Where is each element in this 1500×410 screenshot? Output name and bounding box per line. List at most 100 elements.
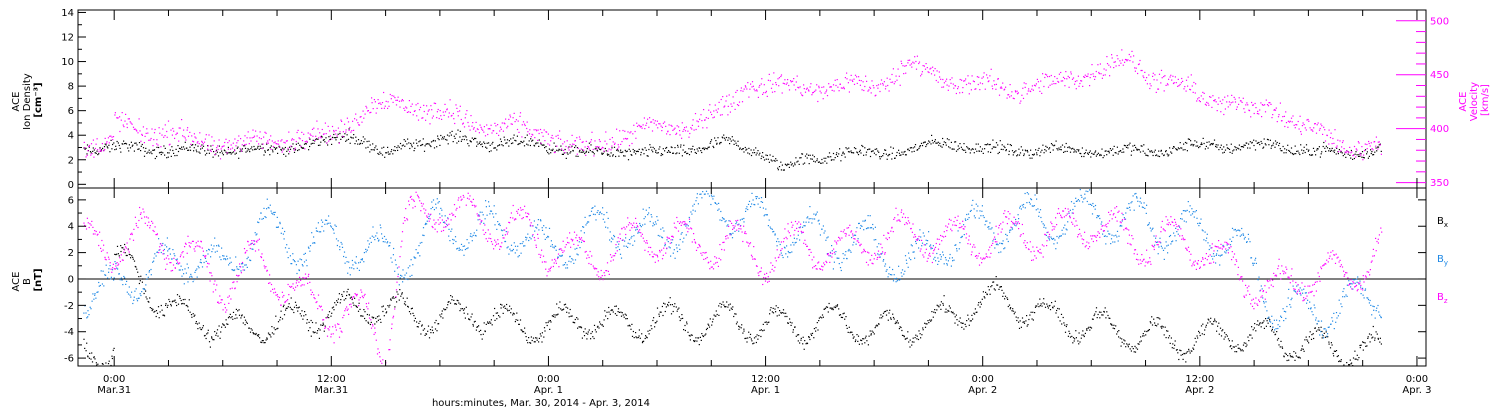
density-point <box>571 145 573 147</box>
density-point <box>445 138 447 141</box>
Bx-point <box>510 312 512 314</box>
density-point <box>528 140 530 142</box>
density-point <box>1011 150 1014 152</box>
density-point <box>1140 145 1142 147</box>
velocity-point <box>398 100 400 102</box>
velocity-point <box>815 89 817 91</box>
Bx-point <box>1339 360 1341 362</box>
density-point <box>704 147 706 149</box>
Bx-point <box>1268 317 1270 319</box>
By-point <box>627 242 629 244</box>
Bx-point <box>1328 341 1330 343</box>
density-point <box>1253 139 1255 141</box>
density-point <box>710 139 713 141</box>
velocity-point <box>604 140 606 142</box>
By-point <box>302 265 304 267</box>
Bx-point <box>1123 339 1125 341</box>
density-point <box>758 154 760 156</box>
velocity-point <box>693 129 695 131</box>
Bx-point <box>1210 317 1212 319</box>
density-point <box>625 151 627 153</box>
Bx-point <box>292 309 294 311</box>
density-point <box>458 140 460 142</box>
density-point <box>433 147 436 149</box>
top-panel-frame <box>77 9 1427 189</box>
By-point <box>494 224 496 226</box>
velocity-point <box>716 111 718 113</box>
density-point <box>252 149 254 151</box>
density-point <box>624 155 626 157</box>
Bx-point <box>661 305 663 308</box>
By-point <box>179 269 181 271</box>
density-point <box>1181 147 1183 149</box>
By-point <box>297 260 299 262</box>
Bx-point <box>1078 343 1080 345</box>
velocity-point <box>733 102 735 104</box>
velocity-point <box>1189 88 1191 90</box>
Bx-point <box>917 338 920 341</box>
density-point <box>659 146 661 148</box>
Bx-point <box>686 321 688 323</box>
velocity-point <box>695 128 697 131</box>
By-point <box>550 245 552 247</box>
Bx-point <box>538 337 540 339</box>
Bx-point <box>546 324 548 327</box>
velocity-point <box>1124 58 1127 61</box>
Bx-point <box>857 335 860 337</box>
Bx-point <box>1031 318 1033 320</box>
Bx-point <box>398 299 400 301</box>
Bx-point <box>186 304 188 307</box>
velocity-point <box>626 138 629 140</box>
Bx-point <box>875 325 877 327</box>
velocity-point <box>703 109 705 111</box>
By-point <box>363 261 365 263</box>
velocity-point <box>549 144 551 146</box>
velocity-point <box>899 84 901 86</box>
velocity-point <box>409 111 411 113</box>
velocity-point <box>319 132 321 134</box>
velocity-point <box>988 80 990 82</box>
By-point <box>676 247 678 249</box>
density-point <box>867 149 869 151</box>
density-point <box>1311 154 1313 156</box>
Bx-point <box>527 342 529 344</box>
Bx-point <box>1017 317 1019 319</box>
density-point <box>267 149 269 151</box>
Bx-point <box>576 317 578 319</box>
Bx-point <box>208 341 211 343</box>
velocity-point <box>248 143 250 145</box>
Bx-point <box>940 308 942 310</box>
top-panel-data-points <box>83 49 1382 171</box>
Bx-point <box>684 324 686 327</box>
density-point <box>225 151 227 153</box>
Bx-point <box>456 299 458 301</box>
By-point <box>594 213 596 216</box>
Bx-point <box>723 304 725 306</box>
Bx-point <box>586 338 588 340</box>
Bx-point <box>327 314 329 316</box>
Bx-point <box>865 335 867 337</box>
velocity-point <box>634 130 636 133</box>
density-point <box>351 137 353 139</box>
velocity-point <box>291 139 293 141</box>
density-point <box>501 144 503 146</box>
velocity-point <box>1009 96 1011 98</box>
velocity-point <box>860 80 862 82</box>
density-point <box>476 145 478 147</box>
velocity-point <box>399 106 401 108</box>
bottom-panel-data-points <box>83 189 1383 367</box>
velocity-point <box>1160 82 1162 84</box>
velocity-point <box>352 120 354 122</box>
density-point <box>529 144 531 147</box>
density-point <box>846 148 848 150</box>
density-point <box>391 149 393 151</box>
Bx-point <box>338 293 340 295</box>
density-point <box>1055 140 1057 142</box>
By-point <box>145 274 147 276</box>
density-point <box>430 145 432 148</box>
density-point <box>369 151 371 153</box>
density-point <box>427 143 429 145</box>
density-point <box>1345 156 1347 158</box>
By-point <box>330 225 332 227</box>
Bx-point <box>1049 304 1051 307</box>
